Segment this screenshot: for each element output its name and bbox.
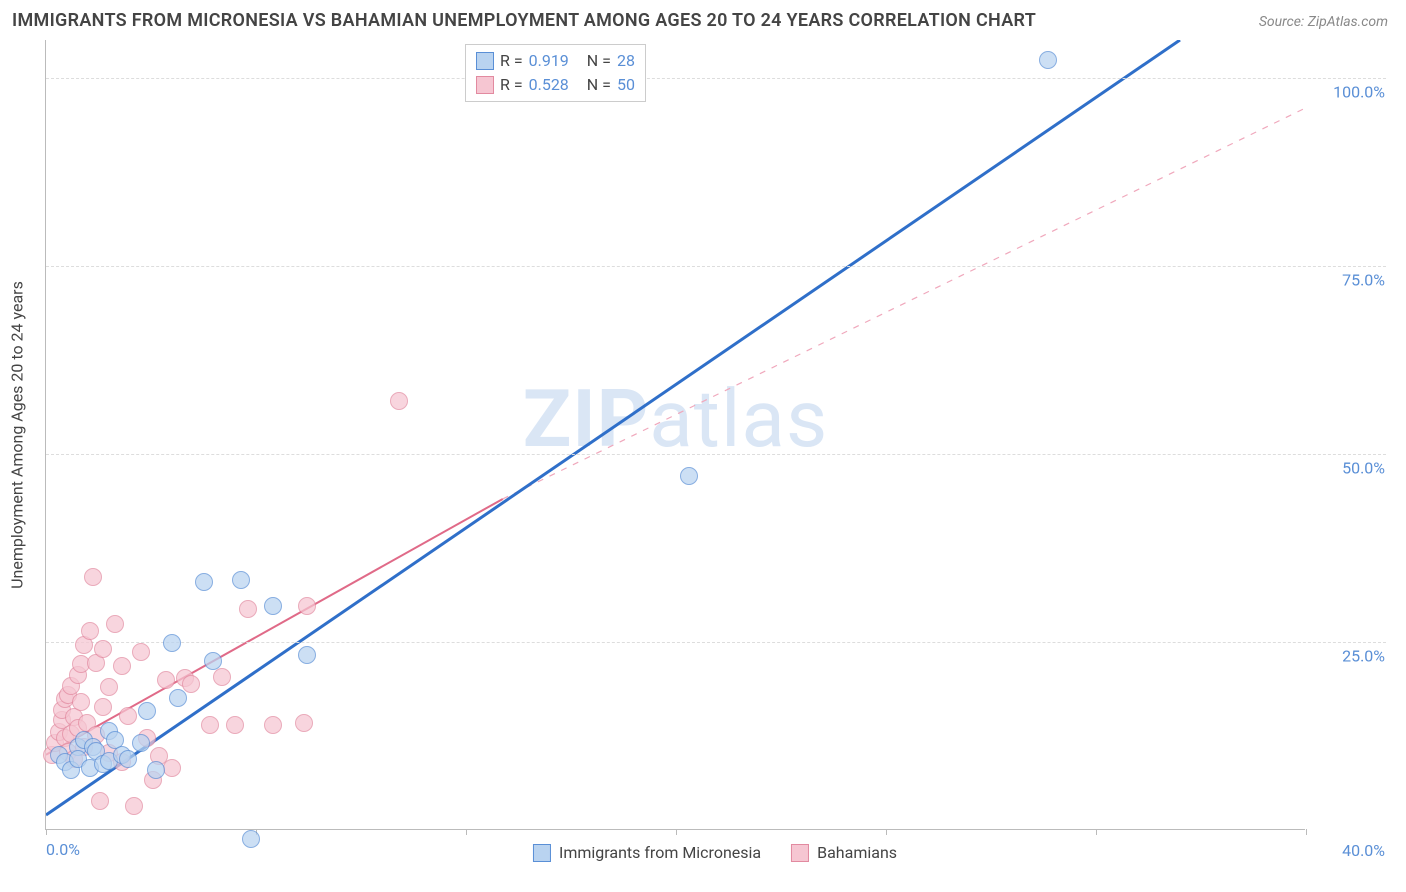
plot-box: ZIPatlas 0.0% [45, 40, 1305, 830]
data-point-micronesia [195, 573, 213, 591]
data-point-bahamians [132, 643, 150, 661]
data-point-bahamians [81, 622, 99, 640]
legend-n-label: N = [587, 73, 611, 97]
data-point-micronesia [132, 734, 150, 752]
chart-title: IMMIGRANTS FROM MICRONESIA VS BAHAMIAN U… [12, 10, 1036, 31]
data-point-bahamians [119, 707, 137, 725]
series-label: Immigrants from Micronesia [559, 843, 761, 862]
x-tick [886, 829, 887, 835]
data-point-bahamians [182, 675, 200, 693]
trend-line [46, 40, 1180, 815]
legend-r-label: R = [500, 73, 523, 97]
legend-r-label: R = [500, 49, 523, 73]
legend-r-value: 0.528 [529, 73, 569, 97]
data-point-bahamians [100, 678, 118, 696]
data-point-micronesia [147, 761, 165, 779]
data-point-bahamians [226, 716, 244, 734]
data-point-bahamians [298, 597, 316, 615]
y-tick-label: 25.0% [1342, 646, 1385, 665]
data-point-bahamians [125, 797, 143, 815]
data-point-bahamians [94, 698, 112, 716]
data-point-bahamians [295, 714, 313, 732]
x-tick [1096, 829, 1097, 835]
x-tick [676, 829, 677, 835]
legend-r-value: 0.919 [529, 49, 569, 73]
data-point-bahamians [94, 640, 112, 658]
watermark: ZIPatlas [523, 372, 828, 466]
series-legend-item-micronesia: Immigrants from Micronesia [533, 843, 761, 862]
watermark-rest: atlas [649, 372, 828, 466]
y-tick-label: 100.0% [1333, 82, 1385, 101]
data-point-bahamians [239, 600, 257, 618]
legend-swatch [476, 76, 494, 94]
legend-n-label: N = [587, 49, 611, 73]
series-label: Bahamians [817, 843, 897, 862]
trend-line [503, 108, 1306, 499]
y-tick-label: 75.0% [1342, 270, 1385, 289]
legend-row-bahamians: R = 0.528 N =50 [476, 73, 635, 97]
y-tick-label: 50.0% [1342, 458, 1385, 477]
x-max-label: 40.0% [1342, 841, 1385, 860]
y-axis-title: Unemployment Among Ages 20 to 24 years [8, 281, 27, 589]
grid-line [46, 266, 1386, 267]
grid-line [46, 642, 1386, 643]
x-tick [46, 829, 47, 835]
data-point-bahamians [163, 759, 181, 777]
data-point-micronesia [163, 634, 181, 652]
data-point-micronesia [204, 652, 222, 670]
data-point-micronesia [298, 646, 316, 664]
legend-row-micronesia: R = 0.919 N =28 [476, 49, 635, 73]
series-legend: Immigrants from Micronesia Bahamians [533, 843, 897, 862]
x-tick [466, 829, 467, 835]
chart-area: Unemployment Among Ages 20 to 24 years Z… [45, 40, 1385, 830]
data-point-micronesia [138, 702, 156, 720]
watermark-bold: ZIP [523, 372, 650, 466]
data-point-micronesia [119, 750, 137, 768]
source-attribution: Source: ZipAtlas.com [1259, 14, 1388, 30]
x-origin-label: 0.0% [46, 840, 80, 859]
data-point-bahamians [213, 668, 231, 686]
grid-line [46, 78, 1386, 79]
data-point-bahamians [113, 657, 131, 675]
legend-n-value: 28 [617, 49, 635, 73]
legend-n-value: 50 [617, 73, 635, 97]
x-tick [1306, 829, 1307, 835]
legend-swatch [533, 844, 551, 862]
data-point-bahamians [390, 392, 408, 410]
correlation-legend: R = 0.919 N =28 R = 0.528 N =50 [465, 44, 646, 102]
legend-swatch [476, 52, 494, 70]
data-point-micronesia [242, 830, 260, 848]
series-legend-item-bahamians: Bahamians [791, 843, 897, 862]
data-point-micronesia [169, 689, 187, 707]
data-point-bahamians [84, 568, 102, 586]
data-point-micronesia [264, 597, 282, 615]
data-point-bahamians [72, 693, 90, 711]
data-point-bahamians [264, 716, 282, 734]
data-point-micronesia [680, 467, 698, 485]
data-point-bahamians [201, 716, 219, 734]
legend-swatch [791, 844, 809, 862]
grid-line [46, 454, 1386, 455]
data-point-bahamians [91, 792, 109, 810]
trend-lines-svg [46, 40, 1386, 830]
data-point-micronesia [232, 571, 250, 589]
data-point-bahamians [157, 671, 175, 689]
data-point-bahamians [106, 615, 124, 633]
data-point-micronesia [1039, 51, 1057, 69]
